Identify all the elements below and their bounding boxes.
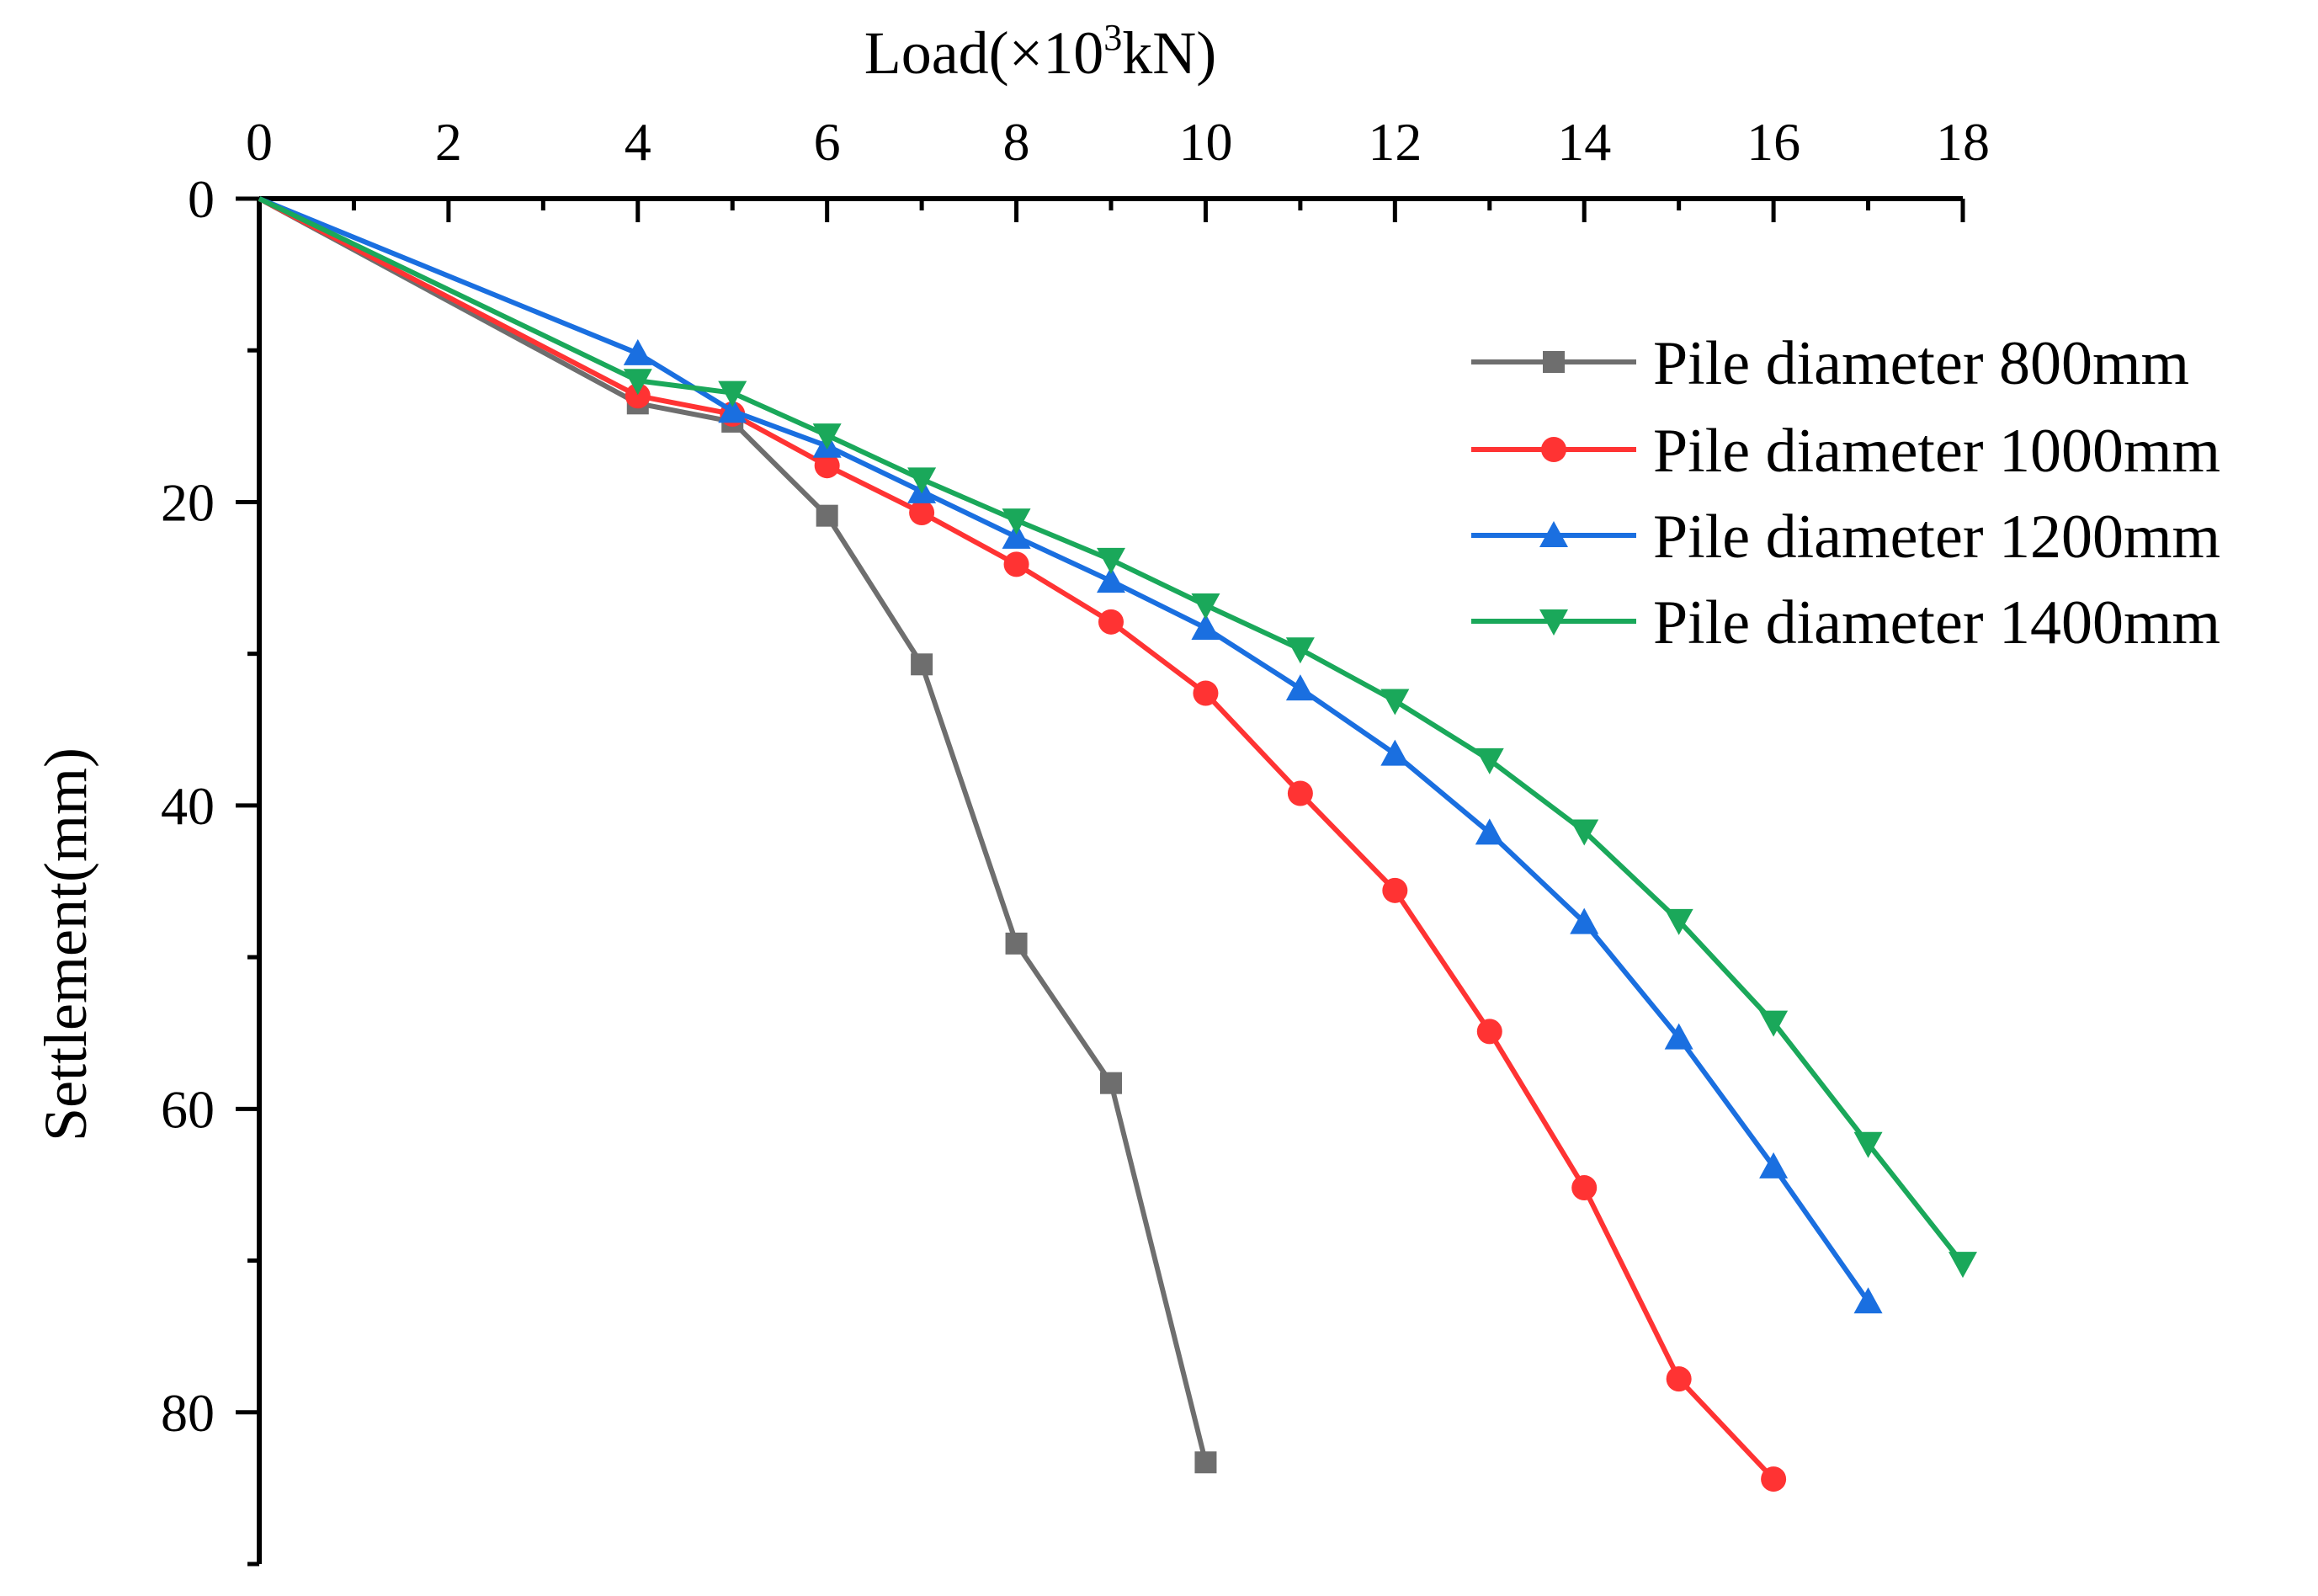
data-point (1097, 567, 1125, 593)
data-point (1571, 1175, 1598, 1201)
data-point (1285, 674, 1315, 701)
data-point (1005, 932, 1028, 955)
data-point (718, 396, 747, 423)
legend-swatch-marker (1543, 351, 1565, 373)
legend-swatch-marker (1539, 609, 1568, 636)
series-2 (258, 196, 1787, 1492)
legend-label: Pile diameter 800mm (1653, 329, 2189, 398)
data-point (1759, 1152, 1789, 1178)
data-point (814, 453, 840, 479)
data-point (1380, 689, 1410, 716)
data-point (1193, 680, 1219, 706)
x-axis-ticks: 0 2 4 6 8 10 12 14 16 18 (246, 112, 1990, 222)
data-point (1003, 551, 1029, 577)
data-point (1666, 1366, 1692, 1392)
data-point (812, 423, 842, 450)
series-1 (258, 196, 1217, 1474)
y-tick-label: 20 (161, 472, 215, 532)
legend-label: Pile diameter 1000mm (1653, 417, 2220, 486)
series-line (258, 196, 1209, 1463)
y-tick-label: 0 (188, 169, 215, 229)
data-point (625, 383, 651, 409)
data-point (1287, 780, 1313, 806)
data-point (1380, 739, 1410, 766)
data-point (1194, 1451, 1217, 1474)
data-point (1097, 547, 1125, 574)
x-tick-label: 8 (1003, 112, 1030, 172)
data-point (623, 369, 652, 396)
x-tick-label: 2 (435, 112, 462, 172)
legend: Pile diameter 800mm Pile diameter 1000mm P… (1471, 329, 2220, 657)
x-axis-title: Load(×103kN) (864, 17, 1217, 87)
series-line (258, 196, 1965, 1266)
data-point (718, 380, 747, 407)
series-3 (258, 196, 1883, 1314)
legend-swatch-marker (1539, 521, 1568, 547)
axes (257, 196, 1963, 1564)
data-point (1100, 1072, 1122, 1094)
series-layer (258, 196, 1977, 1492)
legend-swatch-marker (1541, 437, 1566, 462)
data-point (907, 467, 937, 494)
legend-item: Pile diameter 1000mm (1471, 417, 2220, 486)
data-point (909, 500, 935, 526)
data-point (1853, 1131, 1883, 1158)
data-point (1285, 637, 1315, 664)
x-tick-label: 18 (1936, 112, 1990, 172)
data-point (1570, 907, 1599, 934)
data-point (623, 338, 652, 365)
data-point (1191, 614, 1220, 641)
legend-item: Pile diameter 800mm (1471, 329, 2189, 398)
data-point (1761, 1466, 1787, 1492)
legend-label: Pile diameter 1200mm (1653, 503, 2220, 572)
legend-label: Pile diameter 1400mm (1653, 588, 2220, 657)
y-tick-label: 40 (161, 776, 215, 836)
data-point (1664, 908, 1693, 935)
legend-item: Pile diameter 1400mm (1471, 588, 2220, 657)
x-tick-label: 12 (1368, 112, 1422, 172)
x-tick-label: 14 (1557, 112, 1611, 172)
data-point (1382, 877, 1408, 903)
y-axis-ticks: 0 20 40 60 80 (161, 169, 259, 1567)
series-4 (258, 196, 1977, 1279)
data-point (816, 504, 838, 527)
data-point (1098, 609, 1124, 635)
x-tick-label: 0 (246, 112, 273, 172)
x-tick-label: 16 (1746, 112, 1800, 172)
y-tick-label: 80 (161, 1383, 215, 1443)
data-point (1002, 508, 1031, 535)
data-point (1475, 818, 1504, 845)
data-point (911, 653, 933, 676)
series-line (258, 196, 1776, 1482)
x-tick-label: 6 (814, 112, 841, 172)
x-tick-label: 4 (625, 112, 651, 172)
data-point (1664, 1023, 1693, 1050)
y-axis-title: Settlement(mm) (32, 747, 99, 1141)
data-point (1002, 522, 1031, 549)
data-point (1949, 1252, 1977, 1279)
y-tick-label: 60 (161, 1079, 215, 1139)
x-tick-label: 10 (1178, 112, 1232, 172)
data-point (1476, 1019, 1502, 1045)
data-point (1759, 1010, 1789, 1037)
legend-item: Pile diameter 1200mm (1471, 503, 2220, 572)
data-point (1191, 593, 1220, 620)
data-point (1853, 1287, 1883, 1314)
data-point (1475, 747, 1504, 774)
data-point (1570, 819, 1599, 846)
